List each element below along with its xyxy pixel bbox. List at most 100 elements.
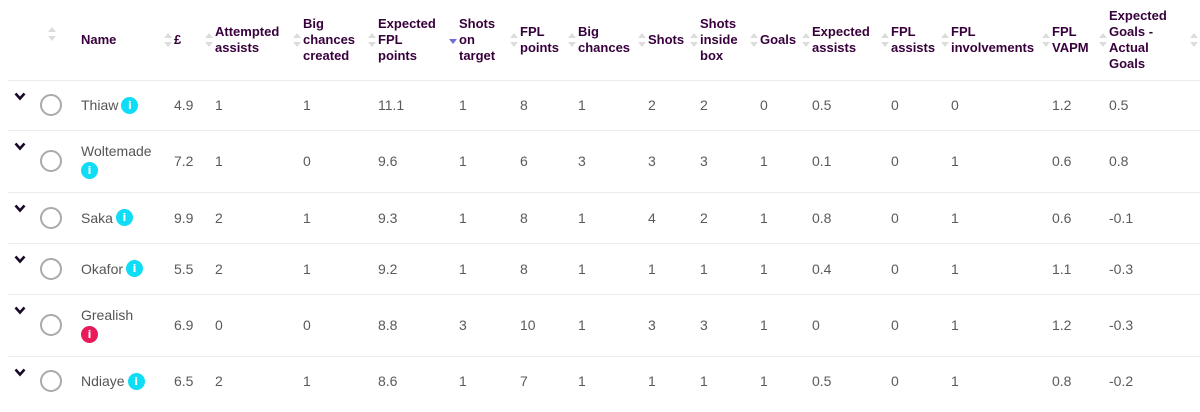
info-icon[interactable]: i <box>127 372 145 390</box>
stat-cell: 0 <box>891 294 951 356</box>
player-name[interactable]: Grealish <box>81 307 134 323</box>
player-name-cell: Thiaw i <box>81 80 174 130</box>
column-header[interactable]: FPL assists <box>891 8 951 72</box>
column-header[interactable]: Name <box>81 8 174 72</box>
column-header[interactable]: Shots on target <box>459 8 520 72</box>
table-row: Okafor i 5.5 2 1 9.2 1 8 1 1 1 1 0.4 0 1 1.1 -0.3 <box>0 243 1200 294</box>
sort-icon[interactable] <box>750 33 758 47</box>
column-header[interactable]: Expected Goals - Actual Goals <box>1109 8 1200 72</box>
sort-desc-icon[interactable] <box>449 33 457 47</box>
select-player-radio[interactable] <box>40 150 62 172</box>
sort-icon[interactable] <box>205 33 213 47</box>
info-icon[interactable]: i <box>121 96 139 114</box>
stat-cell: 1 <box>578 294 648 356</box>
sort-icon[interactable] <box>1099 33 1107 47</box>
expand-button[interactable] <box>0 192 40 243</box>
expand-button[interactable] <box>0 80 40 130</box>
stat-value: 0.5 <box>1109 97 1129 113</box>
sort-icon[interactable] <box>293 33 301 47</box>
column-header[interactable]: FPL points <box>520 8 578 72</box>
stat-value: 0 <box>760 97 768 113</box>
sort-icon[interactable] <box>881 33 889 47</box>
player-name[interactable]: Woltemade <box>81 143 152 159</box>
select-player-radio[interactable] <box>40 257 62 280</box>
stat-cell: 8 <box>520 192 578 243</box>
player-name[interactable]: Okafor <box>81 260 124 277</box>
stat-cell: -0.2 <box>1109 356 1200 406</box>
sort-icon[interactable] <box>568 33 576 47</box>
stat-value: 3 <box>700 153 708 169</box>
column-header-label: FPL VAPM <box>1052 24 1089 55</box>
stat-value: 0 <box>303 153 311 169</box>
column-header[interactable]: FPL VAPM <box>1052 8 1109 72</box>
stat-cell: 2 <box>215 356 303 406</box>
expand-button[interactable] <box>0 356 40 406</box>
stat-value: 1 <box>760 153 768 169</box>
column-header[interactable]: Expected assists <box>812 8 891 72</box>
column-header[interactable]: Big chances <box>578 8 648 72</box>
info-icon[interactable]: i <box>115 209 133 226</box>
stat-cell: 1 <box>303 243 378 294</box>
stat-value: 9.9 <box>174 209 194 226</box>
column-header-label: Shots <box>648 32 685 47</box>
select-player-radio[interactable] <box>40 314 62 336</box>
stat-cell: 1.2 <box>1052 80 1109 130</box>
stat-cell: 1.1 <box>1052 243 1109 294</box>
column-header[interactable]: Big chances created <box>303 8 378 72</box>
stat-value: 1 <box>578 260 586 277</box>
column-header[interactable]: Attempted assists <box>215 8 303 72</box>
player-name[interactable]: Thiaw <box>81 97 119 113</box>
sort-icon[interactable] <box>48 27 56 41</box>
stat-cell: 0 <box>891 243 951 294</box>
player-name[interactable]: Ndiaye <box>81 373 125 389</box>
column-header[interactable]: £ <box>174 8 215 72</box>
select-player-radio[interactable] <box>40 370 62 392</box>
sort-icon[interactable] <box>802 33 810 47</box>
stat-cell: 3 <box>700 294 760 356</box>
stat-value: 1 <box>760 209 768 226</box>
sort-icon[interactable] <box>638 33 646 47</box>
stat-cell: 1 <box>215 130 303 192</box>
stat-value: 0.5 <box>812 97 832 113</box>
stat-value: 1.2 <box>1052 317 1072 333</box>
table-body: Thiaw i 4.9 1 1 11.1 1 8 1 2 2 0 0.5 0 0 1.2 0.5 Woltema… <box>0 80 1200 406</box>
sort-icon[interactable] <box>941 33 949 47</box>
chevron-down-icon <box>14 255 26 264</box>
expand-button[interactable] <box>0 294 40 356</box>
sort-icon[interactable] <box>368 33 376 47</box>
stat-value: 3 <box>578 153 586 169</box>
select-player-radio[interactable] <box>40 94 62 116</box>
stat-value: 0 <box>812 317 820 333</box>
expand-button[interactable] <box>0 130 40 192</box>
sort-icon[interactable] <box>164 33 172 47</box>
stat-value: 8.6 <box>378 373 398 389</box>
stat-cell: 3 <box>648 130 700 192</box>
sort-icon[interactable] <box>1042 33 1050 47</box>
stat-value: 8 <box>520 260 528 277</box>
column-header[interactable]: Shots inside box <box>700 8 760 72</box>
sort-icon[interactable] <box>510 33 518 47</box>
info-icon[interactable]: i <box>81 162 98 179</box>
column-header[interactable]: Expected FPL points <box>378 8 459 72</box>
sort-icon[interactable] <box>1190 33 1198 47</box>
column-header-label: Big chances created <box>303 16 356 63</box>
select-player-radio[interactable] <box>40 206 62 229</box>
player-name[interactable]: Saka <box>81 209 113 226</box>
column-header[interactable]: Goals <box>760 8 812 72</box>
info-icon[interactable]: i <box>126 260 144 277</box>
stat-cell: 0 <box>303 130 378 192</box>
column-header[interactable]: FPL involvements <box>951 8 1052 72</box>
stat-value: 0.8 <box>1109 153 1129 169</box>
expand-button[interactable] <box>0 243 40 294</box>
stat-value: 1 <box>648 260 656 277</box>
column-header[interactable]: Shots <box>648 8 700 72</box>
sort-icon[interactable] <box>690 33 698 47</box>
stat-value: 1 <box>578 209 586 226</box>
stat-cell: 1 <box>648 356 700 406</box>
stat-value: 1 <box>700 260 708 277</box>
stat-cell: 0 <box>760 80 812 130</box>
stat-cell: 0 <box>951 80 1052 130</box>
column-header-label: FPL involvements <box>951 24 1035 55</box>
info-icon[interactable]: i <box>81 326 98 343</box>
stat-cell: 1 <box>459 192 520 243</box>
